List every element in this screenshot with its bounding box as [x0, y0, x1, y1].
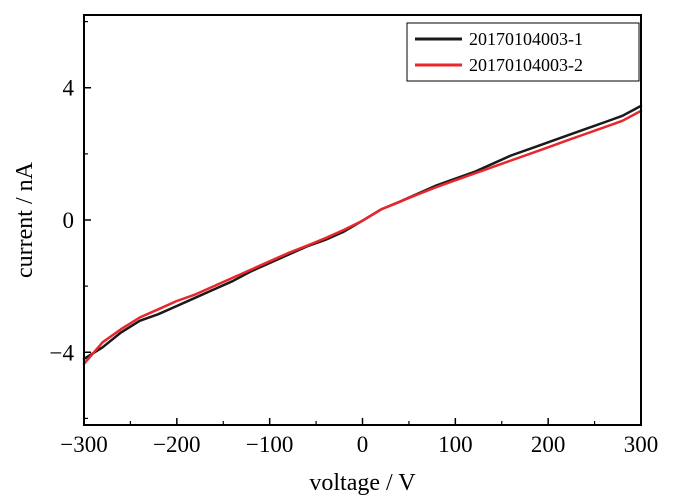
y-tick-label: 4: [63, 76, 75, 101]
x-tick-label: −100: [246, 432, 293, 457]
legend-label-1: 20170104003-1: [469, 29, 583, 49]
x-tick-label: −300: [60, 432, 107, 457]
legend-label-2: 20170104003-2: [469, 55, 583, 75]
y-axis-title: current / nA: [12, 161, 38, 278]
y-tick-label: −4: [50, 340, 75, 365]
x-tick-label: 200: [531, 432, 566, 457]
axis-tick-labels: −300 −200 −100 0 100 200 300 −4 0 4: [50, 76, 659, 457]
legend: 20170104003-1 20170104003-2: [406, 22, 640, 82]
y-tick-label: 0: [63, 208, 75, 233]
series-line-2: [82, 109, 643, 366]
x-tick-label: 100: [438, 432, 473, 457]
x-tick-label: 0: [357, 432, 369, 457]
plot-lines: [82, 104, 643, 366]
legend-box: [406, 22, 640, 82]
x-tick-label: 300: [624, 432, 659, 457]
axis-ticks: [83, 21, 642, 425]
x-tick-label: −200: [153, 432, 200, 457]
x-axis-title: voltage / V: [309, 470, 416, 496]
